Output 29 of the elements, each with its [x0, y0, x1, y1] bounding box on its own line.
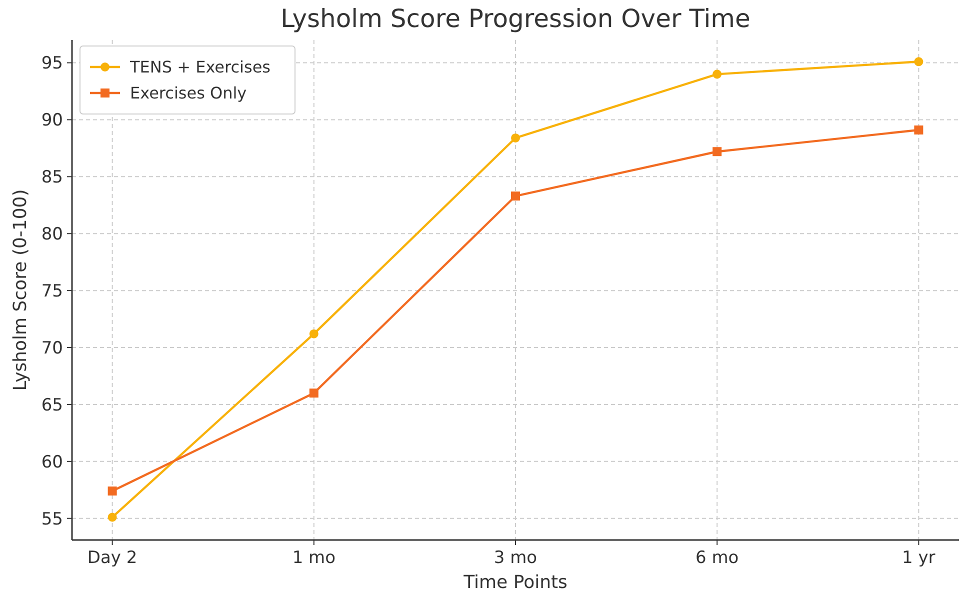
- y-tick-label: 85: [41, 168, 63, 188]
- point: [108, 512, 117, 522]
- point: [511, 192, 520, 201]
- point: [309, 388, 318, 398]
- x-tick-label: 1 mo: [292, 548, 336, 568]
- x-axis-title: Time Points: [462, 572, 568, 593]
- point: [511, 133, 520, 142]
- point: [108, 486, 117, 496]
- y-tick-label: 70: [41, 338, 63, 358]
- y-tick-label: 75: [41, 282, 63, 302]
- x-tick-label: 6 mo: [695, 548, 739, 568]
- point: [712, 147, 722, 156]
- y-tick-label: 55: [41, 509, 63, 530]
- x-tick-label: 1 yr: [902, 548, 936, 568]
- y-axis-title: Lysholm Score (0-100): [10, 189, 31, 391]
- y-tick-label: 80: [41, 224, 63, 245]
- point: [914, 57, 924, 66]
- x-tick-label: 3 mo: [494, 548, 538, 568]
- point: [712, 70, 722, 79]
- y-tick-label: 60: [41, 452, 63, 472]
- point: [914, 125, 924, 134]
- y-tick-label: 95: [41, 54, 63, 74]
- y-tick-label: 65: [41, 395, 63, 416]
- chart-title: Lysholm Score Progression Over Time: [280, 4, 750, 33]
- point: [309, 329, 318, 338]
- y-tick-label: 90: [41, 110, 63, 131]
- legend-label: Exercises Only: [130, 84, 247, 103]
- x-tick-label: Day 2: [87, 548, 138, 568]
- legend-label: TENS + Exercises: [129, 58, 270, 77]
